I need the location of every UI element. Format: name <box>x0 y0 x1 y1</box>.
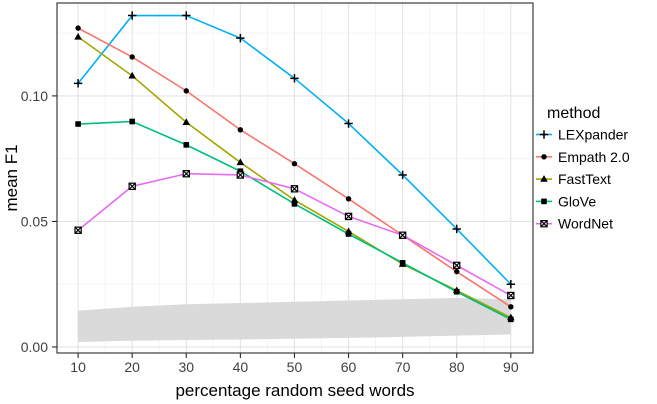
square-x-marker <box>236 171 244 179</box>
square-x-marker <box>399 231 407 239</box>
x-tick-label: 70 <box>395 359 411 375</box>
plus-marker <box>290 74 299 83</box>
x-tick-label: 80 <box>449 359 465 375</box>
circle-marker <box>183 88 189 94</box>
plus-marker <box>127 11 137 20</box>
series-lexpander <box>73 11 516 289</box>
series-wordnet <box>74 170 515 300</box>
square-x-marker <box>345 212 353 220</box>
legend-item-label: WordNet <box>558 216 613 232</box>
triangle-marker <box>236 158 245 166</box>
series-empath-2-0 <box>75 25 514 310</box>
square-marker <box>237 168 244 175</box>
x-tick-label: 60 <box>341 359 357 375</box>
plus-marker <box>539 130 549 139</box>
legend-title: method <box>547 105 600 122</box>
x-tick-label: 20 <box>124 359 140 375</box>
circle-marker <box>129 54 135 60</box>
triangle-marker <box>74 32 82 40</box>
x-tick-label: 40 <box>233 359 249 375</box>
circle-marker <box>508 304 514 310</box>
y-tick-label: 0.05 <box>21 213 48 229</box>
square-x-marker <box>182 170 190 178</box>
legend-item-fasttext: FastText <box>536 171 611 187</box>
plus-marker <box>506 280 516 289</box>
legend-item-label: LEXpander <box>558 127 628 143</box>
circle-marker <box>345 196 352 202</box>
x-tick-label: 10 <box>70 359 86 375</box>
legend-item-label: Empath 2.0 <box>558 149 630 165</box>
legend-item-wordnet: WordNet <box>536 216 613 232</box>
square-x-marker <box>507 291 515 300</box>
series-glove <box>75 118 514 323</box>
x-tick-label: 90 <box>503 359 519 375</box>
square-marker <box>183 142 190 148</box>
square-marker <box>399 260 406 266</box>
plus-marker <box>182 11 191 20</box>
circle-marker <box>237 127 244 133</box>
circle-marker <box>75 25 81 31</box>
y-axis-title: mean F1 <box>2 144 21 211</box>
plus-marker <box>236 33 245 43</box>
square-x-marker <box>128 182 136 190</box>
square-x-marker <box>74 226 82 234</box>
legend-item-lexpander: LEXpander <box>536 127 628 143</box>
legend: LEXpander Empath 2.0 FastText GloVe WordNet <box>536 127 630 232</box>
triangle-marker <box>540 175 548 182</box>
plus-marker <box>398 170 407 180</box>
generated-chart-layers: 10 20 30 40 50 60 70 80 90 0.00 0.05 0.10 LEXpander E… <box>21 2 630 375</box>
baseline-ribbon <box>78 298 511 342</box>
circle-marker <box>541 154 547 160</box>
square-marker <box>291 201 298 207</box>
square-x-marker <box>540 220 548 228</box>
x-tick-label: 30 <box>178 359 194 375</box>
plus-marker <box>73 79 83 88</box>
triangle-marker <box>128 71 136 79</box>
y-tick-label: 0.00 <box>21 339 48 355</box>
axes: 10 20 30 40 50 60 70 80 90 0.00 0.05 0.10 <box>21 88 519 375</box>
square-marker <box>75 121 81 127</box>
square-marker <box>453 288 460 295</box>
x-tick-label: 50 <box>287 359 303 375</box>
x-axis-title: percentage random seed words <box>175 381 414 400</box>
square-marker <box>345 231 352 237</box>
square-x-marker <box>290 185 298 193</box>
square-marker <box>541 198 547 205</box>
triangle-marker <box>182 118 191 125</box>
circle-marker <box>454 268 460 275</box>
square-marker <box>508 316 514 323</box>
plus-marker <box>344 119 353 128</box>
legend-item-label: FastText <box>558 171 611 187</box>
legend-item-empath-2-0: Empath 2.0 <box>536 149 630 165</box>
legend-item-label: GloVe <box>558 193 596 209</box>
square-marker <box>129 118 135 125</box>
legend-item-glove: GloVe <box>536 193 596 209</box>
y-tick-label: 0.10 <box>21 88 48 104</box>
plus-marker <box>452 224 461 234</box>
circle-marker <box>291 160 298 167</box>
square-x-marker <box>453 261 461 269</box>
